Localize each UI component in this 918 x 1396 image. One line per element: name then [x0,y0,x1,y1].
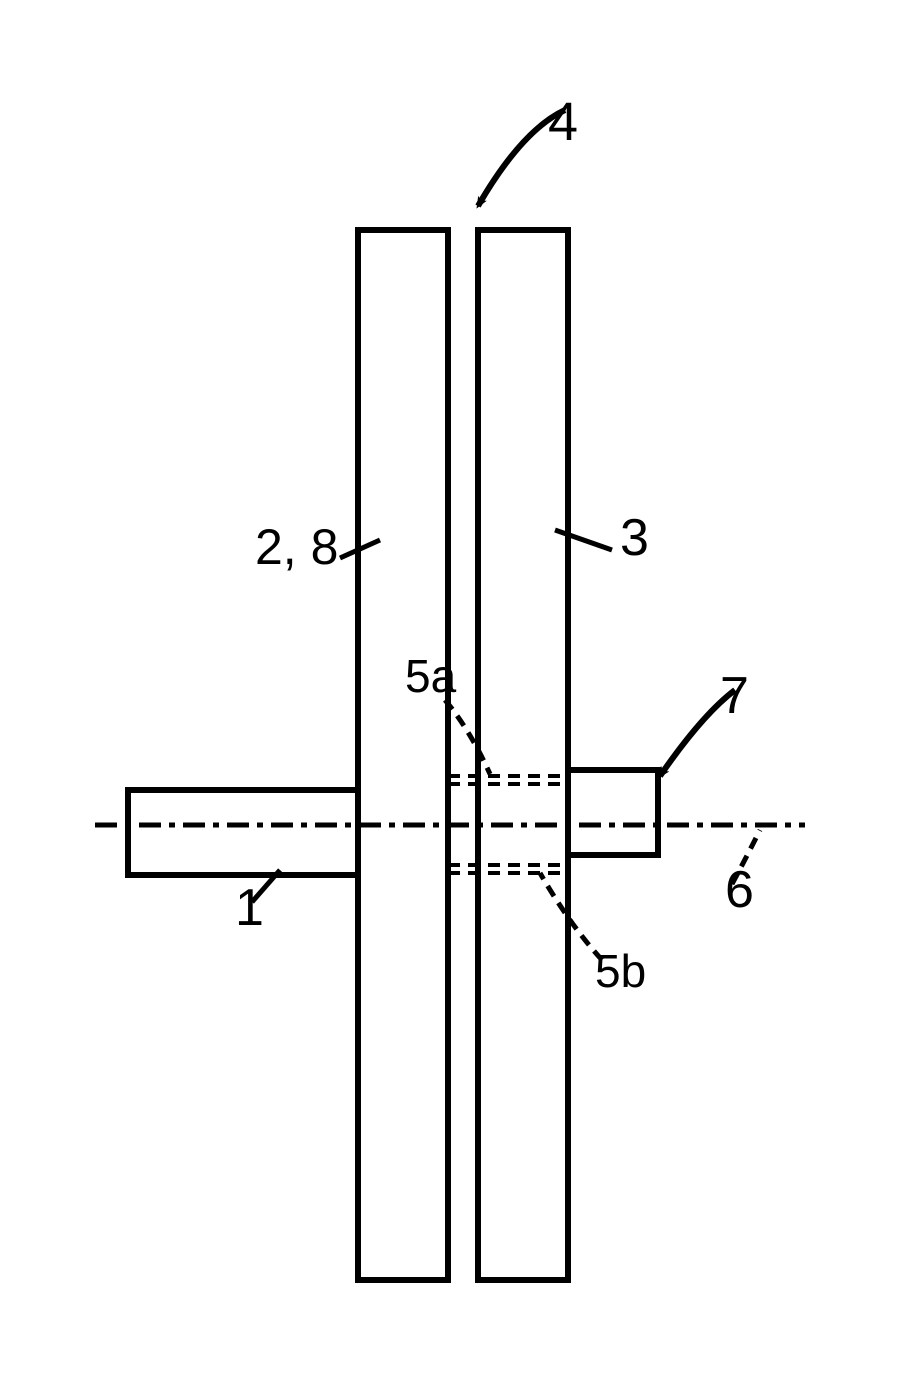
right-bar-rect [478,230,568,1280]
leader-3 [555,530,612,550]
left-bar-rect [358,230,448,1280]
callout-4-label: 4 [548,91,578,153]
shaft-rect [128,790,358,875]
diagram-canvas [0,0,918,1396]
callout-5b-label: 5b [595,944,646,998]
callout-3-label: 3 [620,508,649,568]
callout-5a-label: 5a [405,649,456,703]
leader-5a [445,700,490,774]
callout-7-label: 7 [720,666,749,726]
callout-2-8-label: 2, 8 [255,518,338,576]
right-stub-rect [568,770,658,855]
callout-6-label: 6 [725,860,754,920]
callout-1-label: 1 [235,878,264,938]
